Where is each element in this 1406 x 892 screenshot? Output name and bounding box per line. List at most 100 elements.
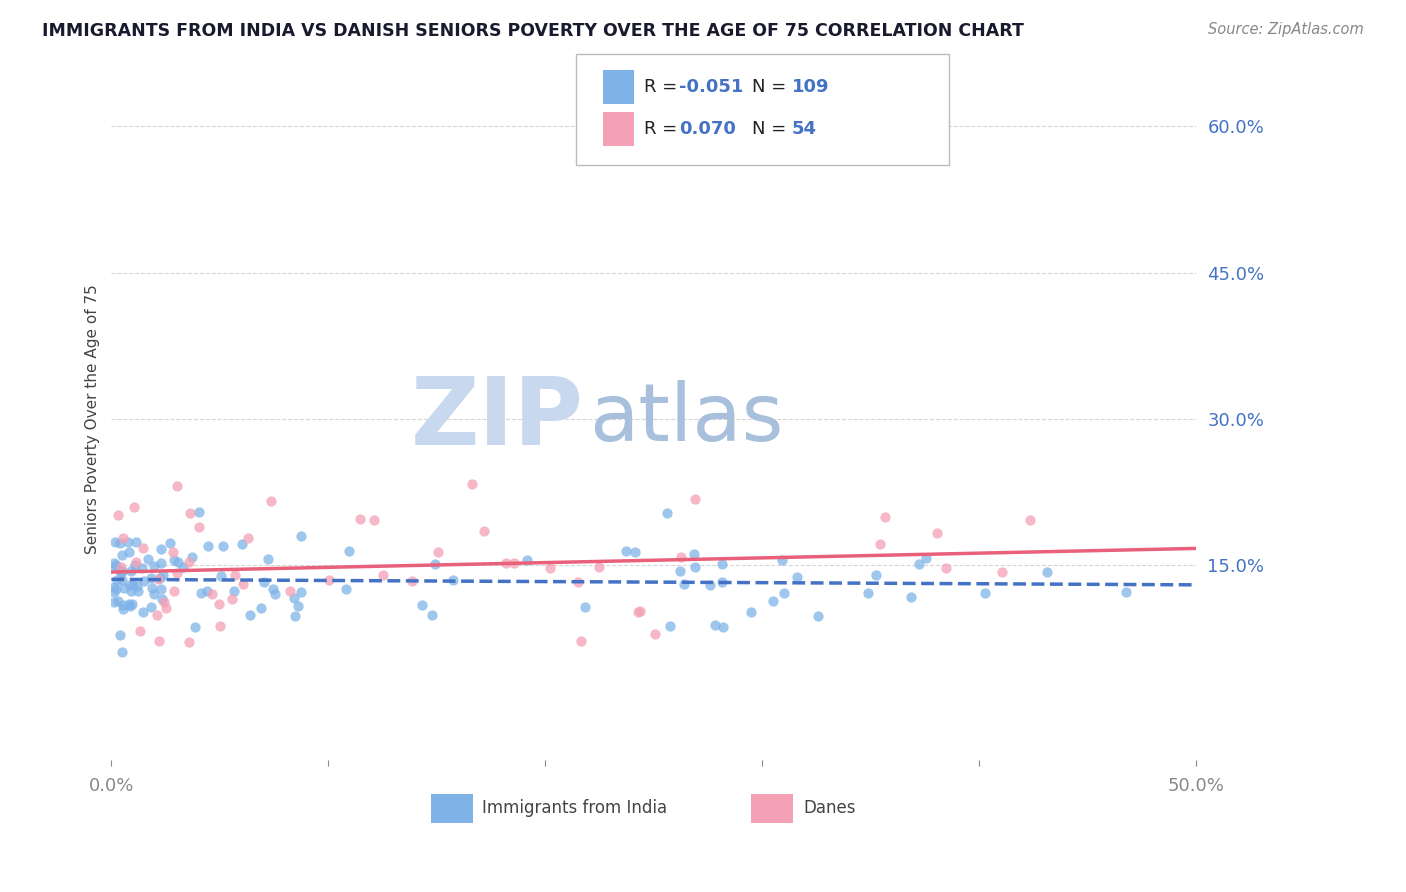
Point xyxy=(259,494,281,508)
Point xyxy=(201,587,224,601)
Point xyxy=(669,549,692,564)
Point xyxy=(441,573,464,587)
Point xyxy=(337,543,360,558)
Text: 0.070: 0.070 xyxy=(679,120,735,138)
Text: ZIP: ZIP xyxy=(411,373,583,465)
Point xyxy=(263,587,285,601)
Point xyxy=(142,559,165,574)
Point xyxy=(149,571,172,585)
Point xyxy=(865,568,887,582)
Point xyxy=(155,601,177,615)
Point xyxy=(371,568,394,582)
Point xyxy=(108,535,131,549)
Point xyxy=(685,491,707,506)
FancyBboxPatch shape xyxy=(751,795,793,823)
Text: N =: N = xyxy=(752,78,792,96)
Point xyxy=(699,578,721,592)
Point xyxy=(659,619,682,633)
Point xyxy=(150,591,173,606)
Point xyxy=(149,541,172,556)
Point xyxy=(153,595,176,609)
Point xyxy=(146,572,169,586)
Point xyxy=(915,550,938,565)
Point xyxy=(162,583,184,598)
Point xyxy=(907,557,929,571)
Point xyxy=(239,608,262,623)
Point xyxy=(120,577,142,591)
Point xyxy=(974,585,997,599)
Point xyxy=(167,555,190,569)
Point xyxy=(105,573,128,587)
Text: Source: ZipAtlas.com: Source: ZipAtlas.com xyxy=(1208,22,1364,37)
Point xyxy=(112,598,135,612)
Point xyxy=(856,586,879,600)
Point xyxy=(935,561,957,575)
Point xyxy=(197,539,219,553)
Point xyxy=(516,553,538,567)
Point xyxy=(710,557,733,571)
Point xyxy=(179,506,201,520)
Point xyxy=(290,529,312,543)
Point xyxy=(318,573,340,587)
Point xyxy=(162,545,184,559)
Point xyxy=(426,545,449,559)
Text: -0.051: -0.051 xyxy=(679,78,744,96)
Point xyxy=(124,558,146,572)
Point xyxy=(111,645,134,659)
Point xyxy=(711,620,734,634)
Point xyxy=(762,594,785,608)
Point xyxy=(148,634,170,648)
Point xyxy=(125,579,148,593)
Point xyxy=(117,597,139,611)
Point xyxy=(112,602,135,616)
Point xyxy=(103,580,125,594)
Point xyxy=(172,560,194,574)
Point xyxy=(710,574,733,589)
Point xyxy=(363,513,385,527)
Point xyxy=(120,583,142,598)
Point xyxy=(112,581,135,595)
FancyBboxPatch shape xyxy=(432,795,472,823)
Point xyxy=(624,545,647,559)
Point xyxy=(1036,566,1059,580)
Point xyxy=(110,566,132,580)
Point xyxy=(120,564,142,578)
Point xyxy=(107,508,129,522)
Point xyxy=(474,524,496,538)
Point xyxy=(110,560,132,574)
Point xyxy=(280,583,302,598)
Point xyxy=(121,597,143,611)
Point xyxy=(166,479,188,493)
Point xyxy=(569,633,592,648)
Point xyxy=(425,557,447,571)
Point xyxy=(121,577,143,591)
Point xyxy=(122,500,145,514)
Point xyxy=(461,477,484,491)
Point xyxy=(232,577,254,591)
Point xyxy=(103,584,125,599)
Point xyxy=(209,569,232,583)
Point xyxy=(111,564,134,578)
Point xyxy=(991,565,1014,579)
Point xyxy=(644,627,666,641)
Point xyxy=(772,585,794,599)
Point xyxy=(224,567,246,582)
Text: N =: N = xyxy=(752,120,792,138)
Text: R =: R = xyxy=(644,120,683,138)
Y-axis label: Seniors Poverty Over the Age of 75: Seniors Poverty Over the Age of 75 xyxy=(86,284,100,554)
Point xyxy=(236,531,259,545)
Point xyxy=(145,607,167,622)
Point xyxy=(770,553,793,567)
Point xyxy=(683,559,706,574)
Point xyxy=(132,541,155,556)
Point xyxy=(208,598,231,612)
Point xyxy=(567,574,589,589)
Point xyxy=(110,565,132,579)
Point xyxy=(411,598,433,612)
Point xyxy=(1115,585,1137,599)
Point xyxy=(131,561,153,575)
Text: Immigrants from India: Immigrants from India xyxy=(482,799,668,817)
Point xyxy=(287,599,309,613)
Point xyxy=(103,595,125,609)
Point xyxy=(262,582,284,596)
